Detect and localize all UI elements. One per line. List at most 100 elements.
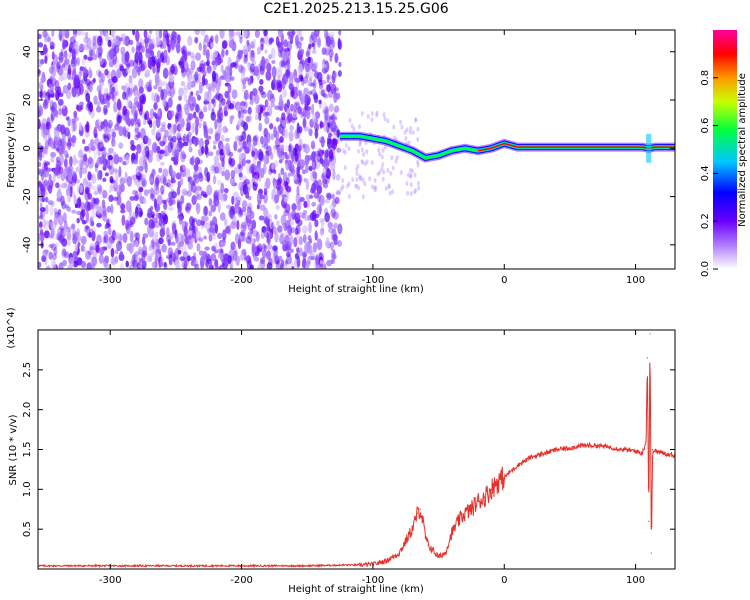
- snr-point: [483, 496, 486, 498]
- noise-speckle: [222, 229, 227, 241]
- noise-speckle: [43, 163, 48, 172]
- noise-speckle: [394, 158, 398, 164]
- noise-speckle: [171, 30, 176, 37]
- noise-speckle: [118, 142, 124, 149]
- noise-speckle: [231, 195, 235, 205]
- noise-speckle: [121, 85, 126, 91]
- noise-speckle: [60, 124, 66, 135]
- noise-speckle: [117, 114, 122, 124]
- noise-speckle: [416, 159, 420, 165]
- noise-speckle: [153, 92, 159, 104]
- noise-speckle: [79, 83, 84, 95]
- noise-speckle: [54, 137, 60, 148]
- noise-speckle: [275, 36, 280, 47]
- noise-speckle: [153, 103, 158, 111]
- noise-speckle: [207, 228, 212, 235]
- noise-speckle: [50, 228, 55, 239]
- noise-speckle: [103, 230, 108, 237]
- snr-point: [398, 552, 400, 554]
- noise-speckle: [182, 133, 187, 144]
- noise-speckle: [260, 167, 265, 179]
- noise-speckle: [88, 231, 92, 238]
- noise-speckle: [316, 203, 322, 216]
- noise-speckle: [192, 174, 198, 179]
- noise-speckle: [97, 212, 103, 219]
- noise-speckle: [285, 243, 291, 252]
- noise-speckle: [144, 37, 148, 50]
- noise-speckle: [187, 230, 193, 236]
- noise-speckle: [206, 91, 212, 102]
- noise-speckle: [275, 178, 282, 191]
- bottom-x-axis-label: Height of straight line (km): [288, 584, 424, 595]
- snr-point: [582, 444, 584, 447]
- noise-speckle: [41, 197, 45, 203]
- noise-speckle: [240, 229, 246, 237]
- noise-speckle: [274, 105, 280, 110]
- noise-speckle: [195, 230, 201, 241]
- noise-speckle: [200, 189, 204, 197]
- noise-speckle: [297, 160, 301, 172]
- noise-speckle: [63, 58, 70, 65]
- noise-speckle: [242, 109, 248, 115]
- noise-speckle: [76, 104, 82, 111]
- noise-speckle: [210, 81, 216, 93]
- colorbar-tick-label: 0.0: [700, 261, 711, 277]
- noise-speckle: [160, 89, 165, 101]
- noise-speckle: [391, 189, 395, 195]
- noise-speckle: [129, 216, 136, 225]
- noise-speckle: [351, 177, 355, 183]
- noise-speckle: [75, 40, 79, 53]
- noise-speckle: [230, 169, 236, 179]
- noise-speckle: [275, 260, 281, 269]
- noise-speckle: [251, 150, 256, 158]
- noise-speckle: [198, 81, 203, 94]
- noise-speckle: [69, 186, 73, 198]
- noise-speckle: [190, 183, 197, 193]
- noise-speckle: [296, 247, 300, 254]
- noise-speckle: [57, 138, 63, 148]
- noise-speckle: [110, 69, 117, 81]
- noise-speckle: [142, 233, 149, 239]
- noise-speckle: [325, 236, 330, 249]
- noise-speckle: [417, 185, 421, 191]
- noise-speckle: [71, 121, 76, 133]
- noise-speckle: [60, 144, 66, 155]
- noise-speckle: [306, 243, 312, 254]
- noise-speckle: [102, 188, 106, 199]
- noise-speckle: [83, 248, 88, 255]
- noise-speckle: [323, 94, 329, 99]
- noise-speckle: [300, 36, 304, 41]
- noise-speckle: [256, 245, 261, 255]
- noise-speckle: [136, 143, 142, 154]
- noise-speckle: [309, 34, 314, 44]
- noise-speckle: [315, 256, 320, 266]
- noise-speckle: [50, 151, 57, 158]
- noise-speckle: [38, 168, 45, 177]
- snr-point: [641, 452, 643, 455]
- noise-speckle: [103, 135, 110, 143]
- noise-speckle: [44, 250, 49, 255]
- noise-speckle: [88, 67, 92, 79]
- noise-speckle: [202, 49, 207, 56]
- noise-speckle: [305, 178, 310, 191]
- noise-speckle: [151, 243, 155, 250]
- noise-speckle: [310, 140, 316, 150]
- snr-point: [457, 520, 459, 522]
- noise-speckle: [302, 253, 307, 262]
- noise-speckle: [331, 39, 336, 48]
- noise-speckle: [278, 150, 282, 160]
- noise-speckle: [400, 124, 404, 130]
- noise-speckle: [246, 163, 252, 175]
- noise-speckle: [134, 89, 140, 97]
- noise-speckle: [147, 38, 154, 51]
- noise-speckle: [272, 145, 276, 155]
- noise-speckle: [317, 37, 322, 48]
- noise-speckle: [301, 213, 306, 220]
- noise-speckle: [237, 110, 242, 119]
- noise-speckle: [335, 174, 341, 181]
- noise-speckle: [302, 225, 308, 234]
- noise-speckle: [200, 30, 206, 36]
- noise-speckle: [302, 210, 308, 215]
- noise-speckle: [330, 241, 334, 252]
- snr-point: [543, 452, 545, 455]
